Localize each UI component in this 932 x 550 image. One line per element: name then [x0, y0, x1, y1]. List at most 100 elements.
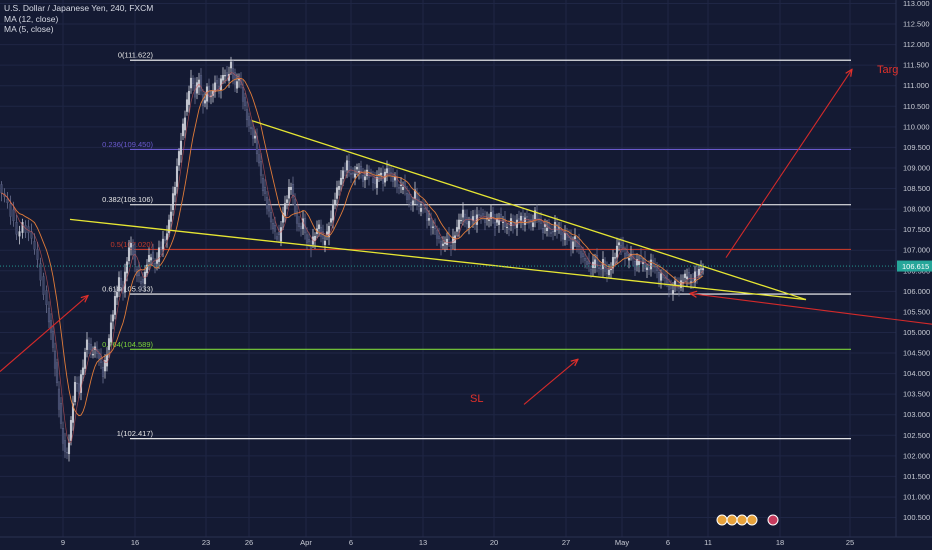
- x-tick-label: 20: [490, 538, 498, 547]
- candle-body: [371, 178, 375, 183]
- candle-body: [223, 75, 227, 77]
- candle-body: [353, 173, 357, 178]
- y-tick-label: 107.500: [903, 225, 930, 234]
- candle-body: [431, 226, 435, 228]
- candle-body: [113, 296, 117, 315]
- candle-body: [117, 277, 121, 291]
- candle-body: [271, 223, 275, 229]
- candle-body: [581, 253, 585, 258]
- annotation-arrow: [523, 359, 578, 405]
- candle-body: [519, 215, 523, 221]
- x-tick-label: 18: [776, 538, 784, 547]
- annotation-arrow: [690, 293, 932, 325]
- symbol-title: U.S. Dollar / Japanese Yen, 240, FXCM: [4, 3, 154, 13]
- candle-body: [257, 154, 261, 164]
- candle-body: [18, 231, 21, 237]
- x-tick-label: 25: [846, 538, 854, 547]
- candle-body: [341, 170, 345, 180]
- candle-body: [285, 199, 289, 203]
- candle-body: [343, 170, 347, 172]
- candle-body: [333, 199, 337, 205]
- candle-body: [97, 353, 101, 359]
- candle-body: [535, 212, 539, 219]
- candle-body: [55, 362, 59, 383]
- candle-body: [657, 272, 661, 283]
- candle-body: [12, 209, 15, 222]
- candle-body: [169, 211, 173, 222]
- candle-body: [467, 221, 471, 229]
- candle-body: [83, 351, 87, 369]
- ma5-line: [1, 72, 704, 444]
- candle-body: [435, 230, 439, 239]
- candle-body: [337, 186, 341, 190]
- candle-body: [171, 193, 175, 211]
- candle-body: [69, 420, 73, 441]
- candle-body: [45, 290, 48, 305]
- candle-body: [419, 208, 423, 212]
- candle-body: [501, 221, 505, 223]
- candle-body: [185, 99, 189, 112]
- fib-level-label: 1(102.417): [117, 429, 154, 438]
- y-tick-label: 110.500: [903, 102, 930, 111]
- candle-body: [167, 219, 171, 233]
- candle-body: [433, 225, 437, 229]
- candle-body: [57, 388, 61, 410]
- y-tick-label: 111.500: [903, 61, 929, 70]
- candle-body: [399, 184, 403, 186]
- candle-body: [183, 117, 187, 131]
- fib-level-label: 0.618(105.933): [102, 285, 153, 294]
- candle-body: [107, 338, 111, 350]
- candle-body: [701, 268, 705, 271]
- candle-body: [571, 241, 575, 250]
- candle-body: [129, 243, 133, 248]
- candle-body: [267, 205, 271, 212]
- x-tick-label: 11: [704, 538, 712, 547]
- candle-body: [659, 273, 663, 281]
- annotation-arrow: [725, 69, 852, 258]
- candle-body: [139, 281, 143, 284]
- candle-body: [627, 258, 631, 261]
- candle-body: [21, 222, 24, 233]
- y-tick-label: 105.500: [903, 307, 930, 316]
- candle-body: [355, 166, 359, 170]
- candle-body: [213, 82, 217, 92]
- candle-body: [425, 207, 429, 221]
- candle-body: [233, 72, 237, 85]
- candle-body: [635, 259, 639, 266]
- candle-body: [215, 80, 219, 84]
- candle-body: [327, 225, 331, 238]
- candle-body: [607, 269, 611, 276]
- candle-body: [329, 218, 333, 223]
- y-tick-label: 102.000: [903, 451, 930, 460]
- candle-body: [269, 212, 273, 223]
- trendline-lower: [69, 218, 807, 301]
- candle-body: [613, 257, 617, 259]
- y-tick-label: 104.000: [903, 369, 930, 378]
- candle-body: [563, 233, 567, 240]
- candle-body: [347, 160, 351, 174]
- candle-body: [549, 232, 553, 234]
- y-tick-label: 103.000: [903, 410, 930, 419]
- candle-body: [625, 251, 629, 256]
- candle-body: [531, 222, 535, 227]
- candle-body: [253, 135, 257, 139]
- candle-body: [247, 116, 251, 126]
- candle-body: [559, 229, 563, 235]
- trendline-upper: [251, 120, 807, 301]
- candle-body: [481, 213, 485, 216]
- candle-body: [101, 367, 105, 377]
- candle-body: [197, 79, 201, 88]
- y-tick-label: 108.500: [903, 184, 930, 193]
- candle-body: [221, 75, 225, 81]
- candle-body: [667, 286, 671, 290]
- candle-body: [637, 261, 641, 265]
- candle-body: [597, 267, 601, 269]
- candle-body: [241, 87, 245, 102]
- candle-body: [119, 278, 123, 286]
- ma12-line: [1, 77, 704, 417]
- candle-body: [553, 222, 557, 232]
- candle-body: [0, 184, 3, 194]
- candle-body: [517, 218, 521, 221]
